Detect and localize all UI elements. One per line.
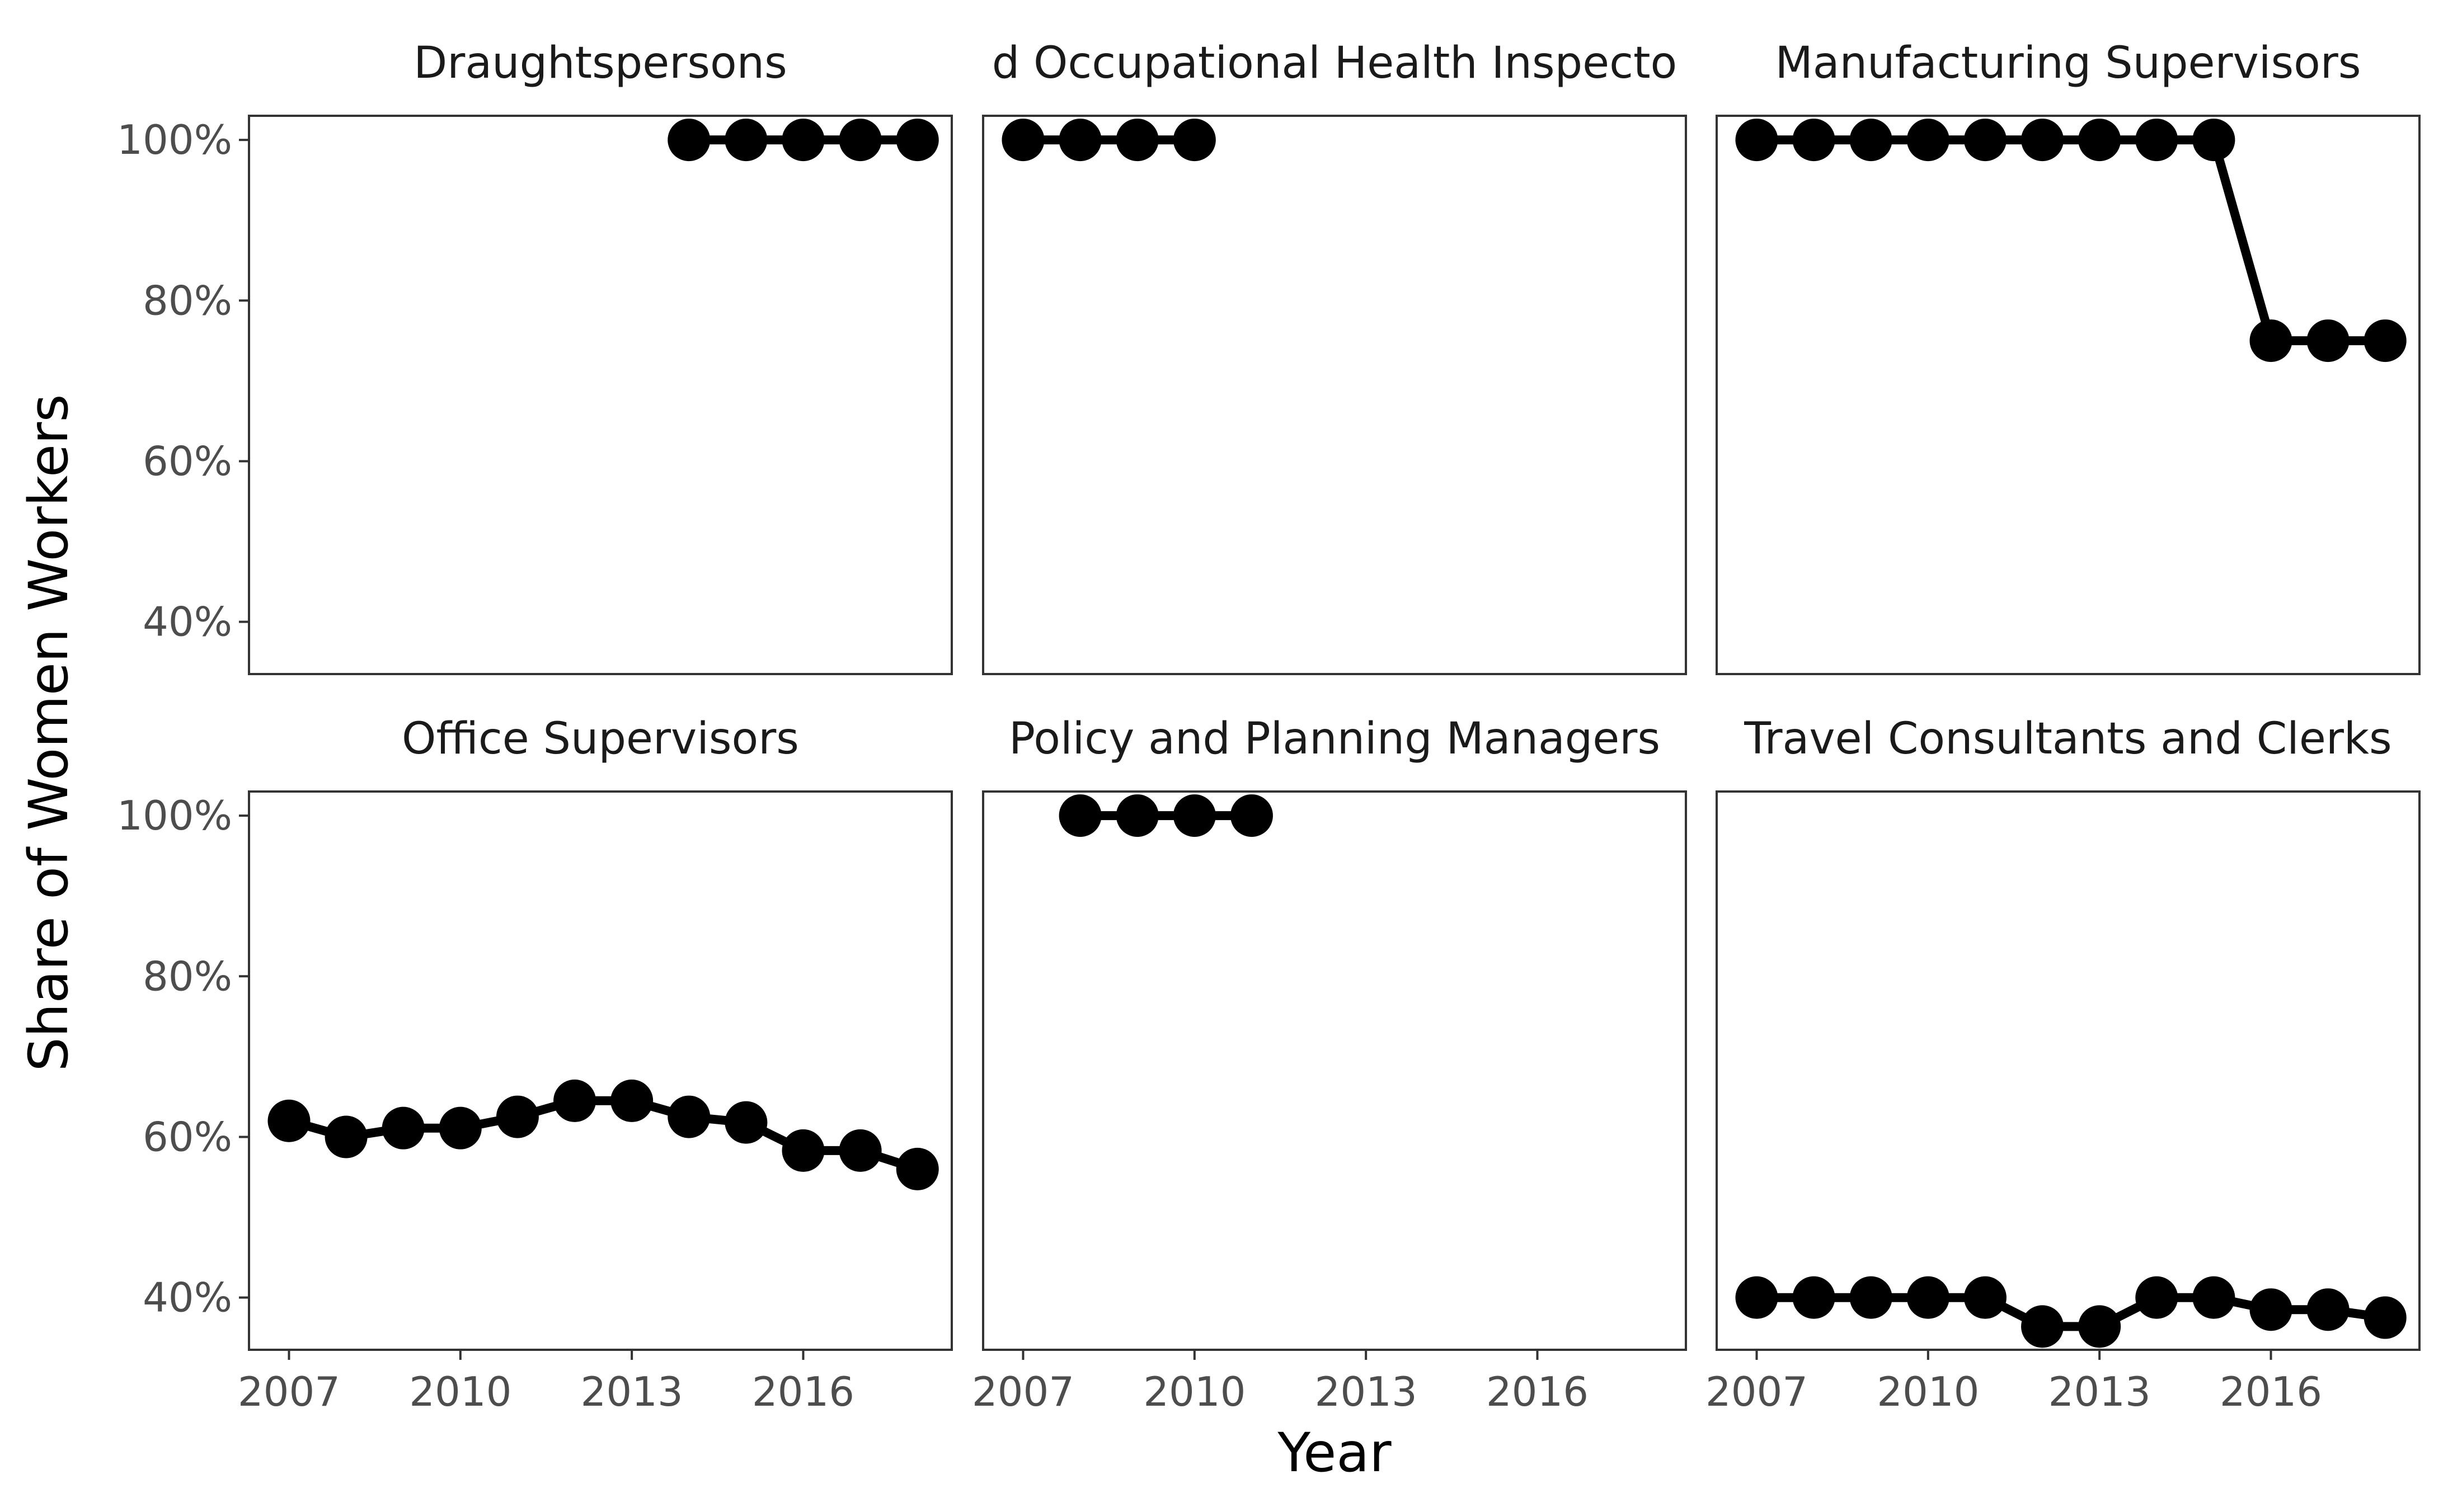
data-point	[1792, 1276, 1835, 1319]
data-point	[1963, 119, 2007, 162]
data-point	[668, 1095, 711, 1138]
panel-frame	[1716, 790, 2421, 1351]
data-point	[1173, 119, 1216, 162]
data-point	[782, 1129, 825, 1172]
data-point	[1173, 794, 1216, 837]
data-point	[610, 1079, 654, 1122]
data-point	[2078, 1305, 2121, 1348]
data-point	[1963, 1276, 2007, 1319]
data-point	[2021, 1305, 2064, 1348]
data-point	[725, 119, 768, 162]
data-point	[1230, 794, 1273, 837]
data-point	[2364, 1296, 2407, 1339]
data-point	[1002, 119, 1045, 162]
data-point	[2135, 1276, 2178, 1319]
data-point	[2135, 119, 2178, 162]
panel-frame	[982, 115, 1687, 675]
data-point	[782, 119, 825, 162]
data-point	[839, 1129, 882, 1172]
y-tick-label: 60%	[143, 437, 232, 484]
data-point	[896, 119, 939, 162]
facet-panel: d Occupational Health Inspecto	[982, 38, 1687, 675]
data-point	[668, 119, 711, 162]
facet-panel: Policy and Planning Managers 2007 2010 2013…	[972, 714, 1687, 1415]
y-axis-title: Share of Women Workers	[17, 394, 80, 1072]
x-tick-label: 2010	[409, 1368, 511, 1415]
data-point	[1792, 119, 1835, 162]
data-point	[553, 1079, 596, 1122]
data-point	[1735, 1276, 1778, 1319]
data-point	[2364, 319, 2407, 362]
data-point	[267, 1099, 311, 1142]
x-tick-label: 2010	[1877, 1368, 1979, 1415]
x-tick-label: 2007	[238, 1368, 340, 1415]
y-tick-label: 80%	[143, 277, 232, 324]
data-point	[2078, 119, 2121, 162]
panel-frame	[1716, 115, 2421, 675]
y-tick-label: 40%	[143, 599, 232, 646]
data-point	[839, 119, 882, 162]
data-point	[496, 1095, 539, 1138]
chart-panels: Draughtspersons 40% 60% 80% 100% d Occupation…	[117, 38, 2421, 1415]
x-tick-label: 2013	[1315, 1368, 1417, 1415]
y-tick-label: 60%	[143, 1113, 232, 1160]
data-point	[439, 1106, 482, 1150]
panel-frame	[248, 115, 953, 675]
x-tick-label: 2010	[1143, 1368, 1246, 1415]
panel-frame	[982, 790, 1687, 1351]
x-tick-label: 2007	[972, 1368, 1074, 1415]
facet-panel: Travel Consultants and Clerks 2007 2010 201…	[1705, 714, 2421, 1415]
data-point	[2249, 319, 2292, 362]
y-tick-label: 40%	[143, 1274, 232, 1321]
data-point	[2306, 319, 2350, 362]
y-tick-label: 80%	[143, 953, 232, 1000]
x-tick-label: 2013	[581, 1368, 683, 1415]
facet-panel: Office Supervisors 40% 60% 80% 100% 2007 2010 2…	[117, 714, 953, 1415]
data-point	[2306, 1288, 2350, 1331]
data-point	[896, 1147, 939, 1190]
facet-panel: Manufacturing Supervisors	[1716, 38, 2421, 675]
data-point	[2192, 1276, 2235, 1319]
data-point	[1059, 119, 1102, 162]
panel-title: Travel Consultants and Clerks	[1744, 714, 2391, 764]
y-tick-label: 100%	[117, 116, 232, 163]
facet-panel: Draughtspersons 40% 60% 80% 100%	[117, 38, 953, 675]
data-point	[1116, 794, 1159, 837]
panel-frame	[248, 790, 953, 1351]
data-point	[2192, 119, 2235, 162]
y-tick-label: 100%	[117, 792, 232, 839]
data-point	[325, 1115, 368, 1158]
x-tick-label: 2016	[752, 1368, 854, 1415]
data-point	[725, 1101, 768, 1144]
x-tick-label: 2013	[2048, 1368, 2151, 1415]
data-point	[1849, 119, 1892, 162]
panel-title: Manufacturing Supervisors	[1775, 38, 2361, 88]
panel-title: Policy and Planning Managers	[1009, 714, 1660, 764]
panel-title: d Occupational Health Inspecto	[992, 38, 1678, 88]
x-tick-label: 2016	[2220, 1368, 2322, 1415]
data-point	[1906, 119, 1949, 162]
x-tick-label: 2007	[1705, 1368, 1808, 1415]
panel-title: Office Supervisors	[402, 714, 799, 764]
data-point	[1116, 119, 1159, 162]
data-point	[382, 1106, 425, 1150]
panel-title: Draughtspersons	[414, 38, 787, 88]
x-tick-label: 2016	[1486, 1368, 1589, 1415]
data-point	[2021, 119, 2064, 162]
x-axis-title: Year	[1277, 1421, 1392, 1484]
data-point	[1906, 1276, 1949, 1319]
data-point	[1735, 119, 1778, 162]
data-point	[1059, 794, 1102, 837]
data-point	[1849, 1276, 1892, 1319]
data-point	[2249, 1288, 2292, 1331]
